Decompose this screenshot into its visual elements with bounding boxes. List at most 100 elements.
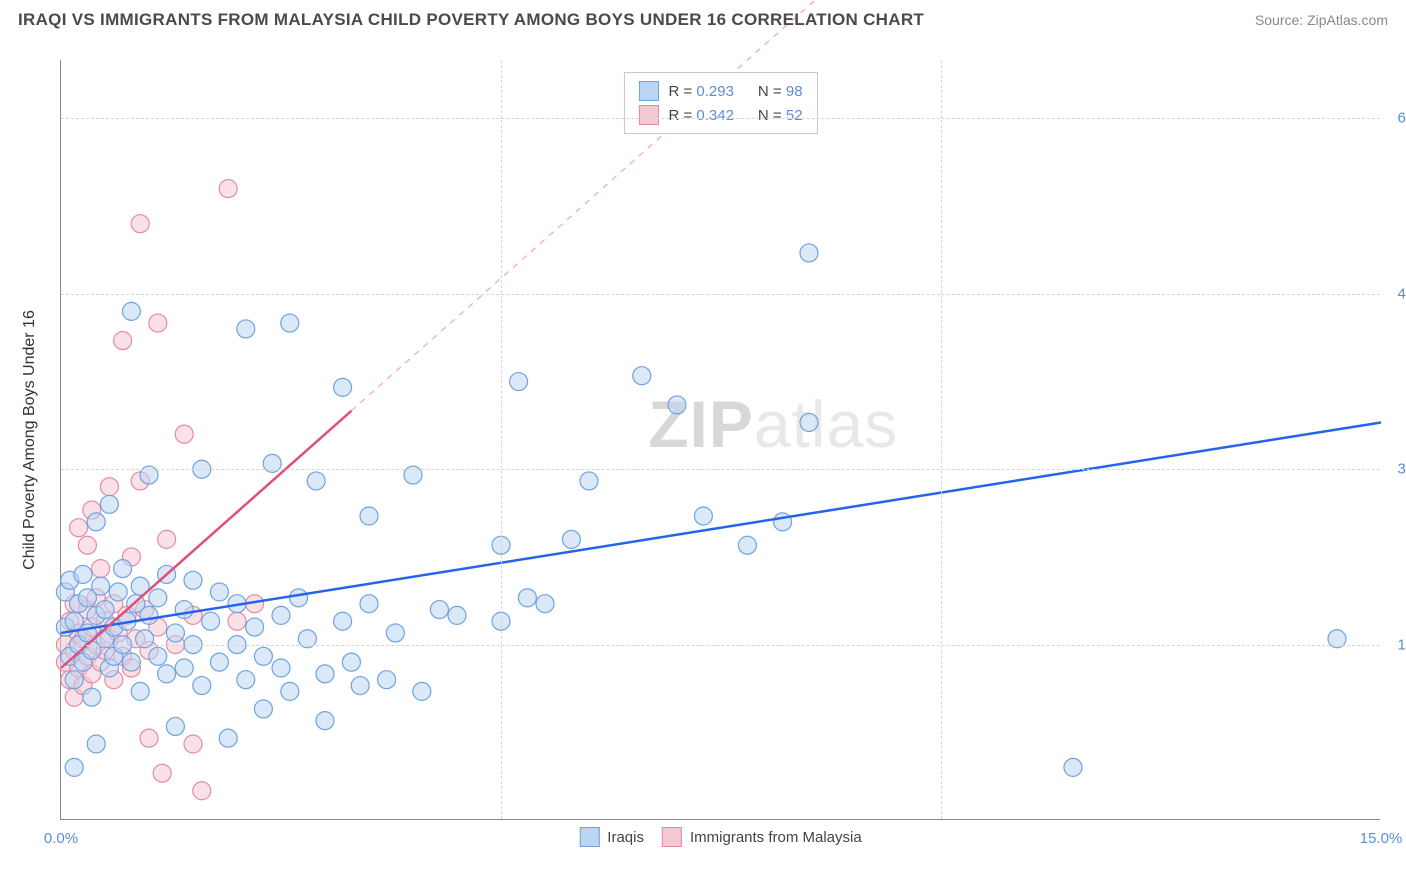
scatter-point-iraqis <box>65 671 83 689</box>
gridline-horizontal <box>61 118 1380 119</box>
scatter-point-iraqis <box>65 758 83 776</box>
scatter-point-iraqis <box>149 589 167 607</box>
scatter-point-malaysia <box>140 729 158 747</box>
scatter-point-iraqis <box>580 472 598 490</box>
gridline-horizontal <box>61 645 1380 646</box>
legend-swatch <box>638 105 658 125</box>
x-tick-label: 0.0% <box>44 830 78 847</box>
gridline-horizontal <box>61 469 1380 470</box>
scatter-point-iraqis <box>562 530 580 548</box>
gridline-vertical <box>941 60 942 819</box>
scatter-point-iraqis <box>272 659 290 677</box>
scatter-point-iraqis <box>316 712 334 730</box>
scatter-point-malaysia <box>228 612 246 630</box>
scatter-plot-svg <box>61 60 1380 819</box>
scatter-point-iraqis <box>83 688 101 706</box>
x-tick-label: 15.0% <box>1360 830 1403 847</box>
scatter-point-iraqis <box>87 513 105 531</box>
scatter-point-malaysia <box>193 782 211 800</box>
scatter-point-iraqis <box>237 320 255 338</box>
scatter-point-iraqis <box>96 601 114 619</box>
scatter-point-iraqis <box>131 682 149 700</box>
chart-header: IRAQI VS IMMIGRANTS FROM MALAYSIA CHILD … <box>0 0 1406 38</box>
scatter-point-iraqis <box>122 302 140 320</box>
scatter-point-iraqis <box>430 601 448 619</box>
scatter-point-iraqis <box>254 700 272 718</box>
scatter-point-iraqis <box>281 314 299 332</box>
legend-r-stat: R = 0.293 <box>668 83 733 100</box>
y-tick-label: 60.0% <box>1397 110 1406 127</box>
legend-r-stat: R = 0.342 <box>668 107 733 124</box>
legend-n-stat: N = 52 <box>758 107 803 124</box>
scatter-point-iraqis <box>109 583 127 601</box>
scatter-point-malaysia <box>153 764 171 782</box>
scatter-point-malaysia <box>219 180 237 198</box>
legend-swatch <box>662 827 682 847</box>
scatter-point-iraqis <box>175 601 193 619</box>
scatter-point-iraqis <box>386 624 404 642</box>
scatter-point-iraqis <box>668 396 686 414</box>
scatter-point-malaysia <box>92 560 110 578</box>
scatter-point-iraqis <box>166 624 184 642</box>
scatter-point-malaysia <box>184 735 202 753</box>
scatter-point-malaysia <box>70 519 88 537</box>
scatter-point-iraqis <box>140 606 158 624</box>
gridline-vertical <box>501 60 502 819</box>
legend-swatch <box>579 827 599 847</box>
y-axis-label: Child Poverty Among Boys Under 16 <box>21 310 39 570</box>
scatter-point-iraqis <box>237 671 255 689</box>
scatter-point-iraqis <box>114 560 132 578</box>
scatter-point-iraqis <box>316 665 334 683</box>
scatter-point-iraqis <box>122 653 140 671</box>
scatter-point-iraqis <box>74 565 92 583</box>
scatter-point-iraqis <box>360 507 378 525</box>
scatter-point-malaysia <box>158 530 176 548</box>
scatter-point-malaysia <box>149 314 167 332</box>
scatter-point-iraqis <box>360 595 378 613</box>
scatter-point-iraqis <box>518 589 536 607</box>
scatter-point-iraqis <box>378 671 396 689</box>
scatter-point-iraqis <box>184 571 202 589</box>
scatter-point-iraqis <box>219 729 237 747</box>
y-tick-label: 45.0% <box>1397 285 1406 302</box>
scatter-point-iraqis <box>334 612 352 630</box>
gridline-horizontal <box>61 294 1380 295</box>
scatter-point-iraqis <box>210 653 228 671</box>
scatter-point-iraqis <box>351 677 369 695</box>
scatter-point-iraqis <box>694 507 712 525</box>
trend-line-malaysia-extrapolated <box>351 0 853 411</box>
legend-series: Iraqis Immigrants from Malaysia <box>579 827 861 847</box>
scatter-point-iraqis <box>193 677 211 695</box>
scatter-point-iraqis <box>272 606 290 624</box>
legend-series-label: Iraqis <box>607 829 644 846</box>
legend-swatch <box>638 81 658 101</box>
scatter-point-iraqis <box>246 618 264 636</box>
scatter-point-iraqis <box>166 717 184 735</box>
scatter-point-iraqis <box>87 735 105 753</box>
scatter-point-malaysia <box>175 425 193 443</box>
scatter-point-iraqis <box>175 659 193 677</box>
scatter-point-iraqis <box>774 513 792 531</box>
scatter-point-iraqis <box>633 367 651 385</box>
scatter-point-iraqis <box>149 647 167 665</box>
legend-correlation-row: R = 0.293 N = 98 <box>638 79 802 103</box>
y-tick-label: 30.0% <box>1397 461 1406 478</box>
scatter-point-iraqis <box>413 682 431 700</box>
legend-correlation: R = 0.293 N = 98 R = 0.342 N = 52 <box>623 72 817 134</box>
y-tick-label: 15.0% <box>1397 636 1406 653</box>
scatter-point-malaysia <box>78 536 96 554</box>
scatter-point-iraqis <box>92 577 110 595</box>
scatter-point-iraqis <box>158 665 176 683</box>
chart-title: IRAQI VS IMMIGRANTS FROM MALAYSIA CHILD … <box>18 10 924 30</box>
legend-series-item: Iraqis <box>579 827 644 847</box>
legend-correlation-row: R = 0.342 N = 52 <box>638 103 802 127</box>
scatter-point-iraqis <box>536 595 554 613</box>
legend-series-label: Immigrants from Malaysia <box>690 829 862 846</box>
scatter-point-malaysia <box>100 478 118 496</box>
legend-n-stat: N = 98 <box>758 83 803 100</box>
scatter-point-iraqis <box>307 472 325 490</box>
scatter-point-iraqis <box>210 583 228 601</box>
trend-line-iraqis <box>61 422 1381 632</box>
chart-source: Source: ZipAtlas.com <box>1255 12 1388 28</box>
scatter-point-malaysia <box>114 332 132 350</box>
